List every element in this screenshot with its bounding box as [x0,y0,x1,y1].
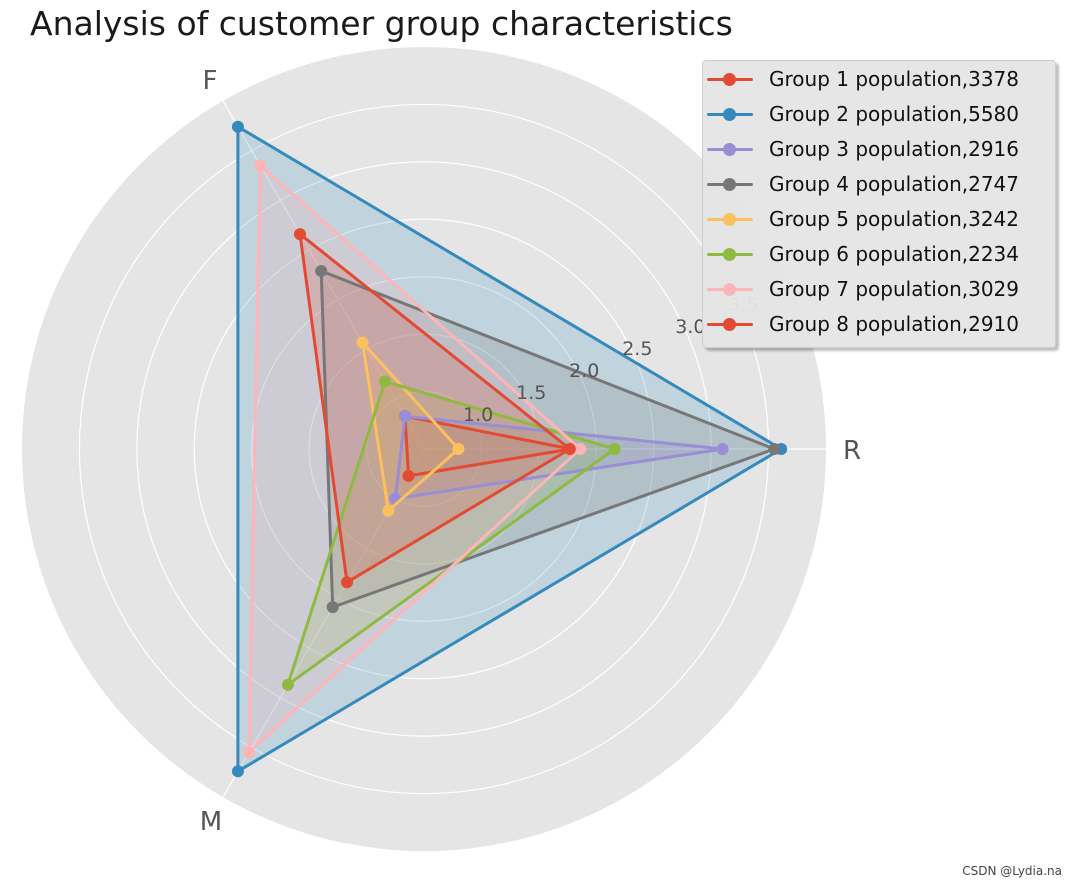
series-area-6 [287,381,615,685]
series-point-8 [563,443,576,455]
radial-tick-label: 2.0 [569,360,599,382]
series-point-4 [768,443,781,455]
series-line-8 [298,232,572,584]
legend-item-4: Group 4 population,2747 [703,171,1055,199]
series-point-4 [315,264,328,277]
legend-swatch-marker [723,248,736,261]
legend-item-1: Group 1 population,3378 [703,66,1055,94]
radial-tick-label: 1.5 [516,382,546,404]
series-point-7 [574,443,587,455]
legend-label: Group 7 population,3029 [769,277,1020,301]
chart-title: Analysis of customer group characteristi… [30,4,733,43]
radial-tick-label: 1.0 [463,404,493,426]
legend-item-5: Group 5 population,3242 [703,206,1055,234]
series-area-4 [321,271,775,608]
series-point-3 [716,443,729,455]
series-line-2 [236,125,783,773]
legend-label: Group 4 population,2747 [769,172,1020,196]
axis-labels: R F M [200,66,861,837]
series-point-1 [402,469,415,482]
legend-swatch-marker [723,283,736,296]
series-line-1 [403,414,573,478]
legend-swatch-marker [723,73,736,86]
series-area-2 [237,126,782,772]
series-point-8 [341,576,354,589]
series-point-4 [326,601,339,614]
legend-swatch-marker [723,143,736,156]
radial-tick-label: 3.0 [675,316,705,338]
series-point-2 [231,765,244,778]
legend-item-7: Group 7 population,3029 [703,276,1055,304]
series-point-7 [254,159,267,172]
legend-swatch-marker [723,213,736,226]
axis-label-M: M [200,807,222,837]
legend-item-6: Group 6 population,2234 [703,241,1055,269]
axis-label-F: F [203,66,218,96]
legend-label: Group 2 population,5580 [769,102,1020,126]
series-line-7 [247,164,582,754]
axis-label-R: R [843,436,861,466]
legend-item-8: Group 8 population,2910 [703,311,1055,339]
series-point-5 [356,336,369,349]
series-point-5 [382,504,395,517]
series-point-6 [281,678,294,691]
series-point-2 [231,120,244,133]
legend-item-3: Group 3 population,2916 [703,136,1055,164]
watermark: CSDN @Lydia.na [962,864,1062,878]
series-point-3 [399,410,412,423]
legend-label: Group 5 population,3242 [769,207,1020,231]
series-point-6 [608,443,621,455]
legend-label: Group 3 population,2916 [769,137,1020,161]
radial-tick-label: 2.5 [622,338,652,360]
legend-swatch-marker [723,108,736,121]
legend-label: Group 6 population,2234 [769,242,1020,266]
legend-item-2: Group 2 population,5580 [703,101,1055,129]
series-point-8 [293,228,306,241]
series-area-3 [395,416,723,499]
series-lines [231,120,788,778]
series-line-5 [361,341,460,513]
legend: Group 1 population,3378 Group 2 populatio… [702,60,1056,348]
legend-label: Group 1 population,3378 [769,67,1020,91]
series-area-8 [300,234,570,583]
series-point-6 [378,375,391,388]
legend-swatch-marker [723,178,736,191]
series-point-7 [242,746,255,759]
legend-swatch-marker [723,318,736,331]
legend-label: Group 8 population,2910 [769,312,1020,336]
series-point-5 [452,443,465,455]
